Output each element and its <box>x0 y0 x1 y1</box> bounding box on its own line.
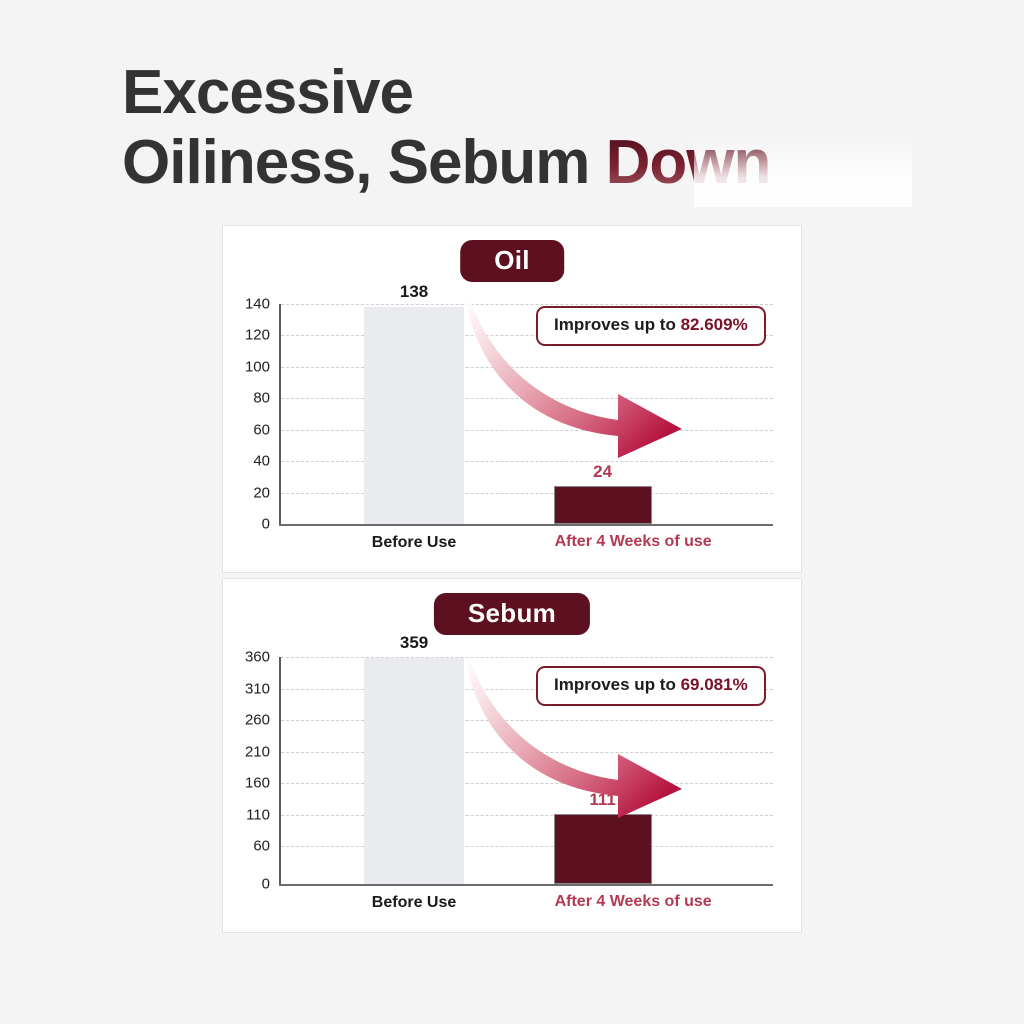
y-axis-tick-label: 100 <box>244 358 270 376</box>
bar-value-label: 138 <box>399 282 429 302</box>
gridline <box>281 846 773 848</box>
y-axis-tick-label: 40 <box>253 452 270 470</box>
bar-value-label: 111 <box>589 790 616 810</box>
plot-area-sebum: 0 60 110 160 210 260 310 360 359 Before Use 111 Aft… <box>245 633 773 911</box>
y-axis-tick-label: 120 <box>244 326 270 344</box>
gridline <box>281 492 773 494</box>
gridline <box>281 398 773 400</box>
y-axis-tick-label: 310 <box>244 680 270 698</box>
y-axis-tick-label: 210 <box>244 743 270 761</box>
x-axis-line <box>279 884 773 886</box>
gridline <box>281 751 773 753</box>
chart-card-sebum: Sebum 0 60 110 160 210 260 310 360 359 Before Use… <box>222 578 802 933</box>
bar-after-4-weeks: 24 After 4 Weeks of use <box>553 462 712 550</box>
title-line-2-plain: Oiliness, Sebum <box>122 128 606 197</box>
bar-value-label: 24 <box>593 462 613 482</box>
gridline <box>281 304 773 305</box>
y-axis-line <box>279 657 281 886</box>
callout-sebum: Improves up to 69.081% <box>536 666 766 706</box>
bar-value-label: 359 <box>399 632 429 652</box>
chart-card-oil: Oil 0 20 40 60 80 100 120 140 138 Before Use 24 Aft… <box>222 225 802 573</box>
callout-prefix: Improves up to <box>554 675 681 694</box>
x-axis-line <box>279 524 773 526</box>
page-title: Excessive Oiliness, Sebum Down <box>122 58 942 198</box>
bar-before-use: 359 Before Use <box>364 633 465 911</box>
gridline <box>281 461 773 463</box>
chart-badge-sebum: Sebum <box>433 593 591 635</box>
callout-prefix: Improves up to <box>554 315 681 334</box>
callout-oil: Improves up to 82.609% <box>536 306 766 346</box>
y-axis-tick-label: 360 <box>244 648 270 666</box>
gridline <box>281 366 773 368</box>
title-accent-down: Down <box>605 128 772 197</box>
x-axis-category-label: After 4 Weeks of use <box>554 893 712 910</box>
y-axis-tick-label: 20 <box>253 484 270 502</box>
y-axis-line <box>279 304 281 526</box>
callout-percent: 82.609% <box>680 315 748 334</box>
gridline <box>281 783 773 785</box>
x-axis-category-label: Before Use <box>371 534 457 551</box>
gridline <box>281 657 773 658</box>
callout-percent: 69.081% <box>680 675 748 694</box>
y-axis-tick-label: 110 <box>246 806 270 824</box>
gridline <box>281 720 773 722</box>
chart-badge-oil: Oil <box>460 240 564 282</box>
title-line-2: Oiliness, Sebum Down <box>122 128 942 198</box>
y-axis-tick-label: 260 <box>244 711 270 729</box>
bar-before-use: 138 Before Use <box>364 282 465 551</box>
y-axis-tick-label: 0 <box>261 875 270 893</box>
y-axis-tick-label: 80 <box>253 389 270 407</box>
gridline <box>281 814 773 816</box>
bar-after-4-weeks: 111 After 4 Weeks of use <box>553 790 712 910</box>
x-axis-category-label: After 4 Weeks of use <box>554 533 712 550</box>
title-line-1: Excessive <box>122 58 414 127</box>
y-axis-tick-label: 60 <box>253 837 270 855</box>
y-axis-tick-label: 0 <box>261 515 270 533</box>
x-axis-category-label: Before Use <box>371 894 457 911</box>
y-axis-tick-label: 60 <box>253 421 270 439</box>
y-axis-tick-label: 140 <box>244 295 270 313</box>
gridline <box>281 429 773 431</box>
y-axis-tick-label: 160 <box>244 774 270 792</box>
